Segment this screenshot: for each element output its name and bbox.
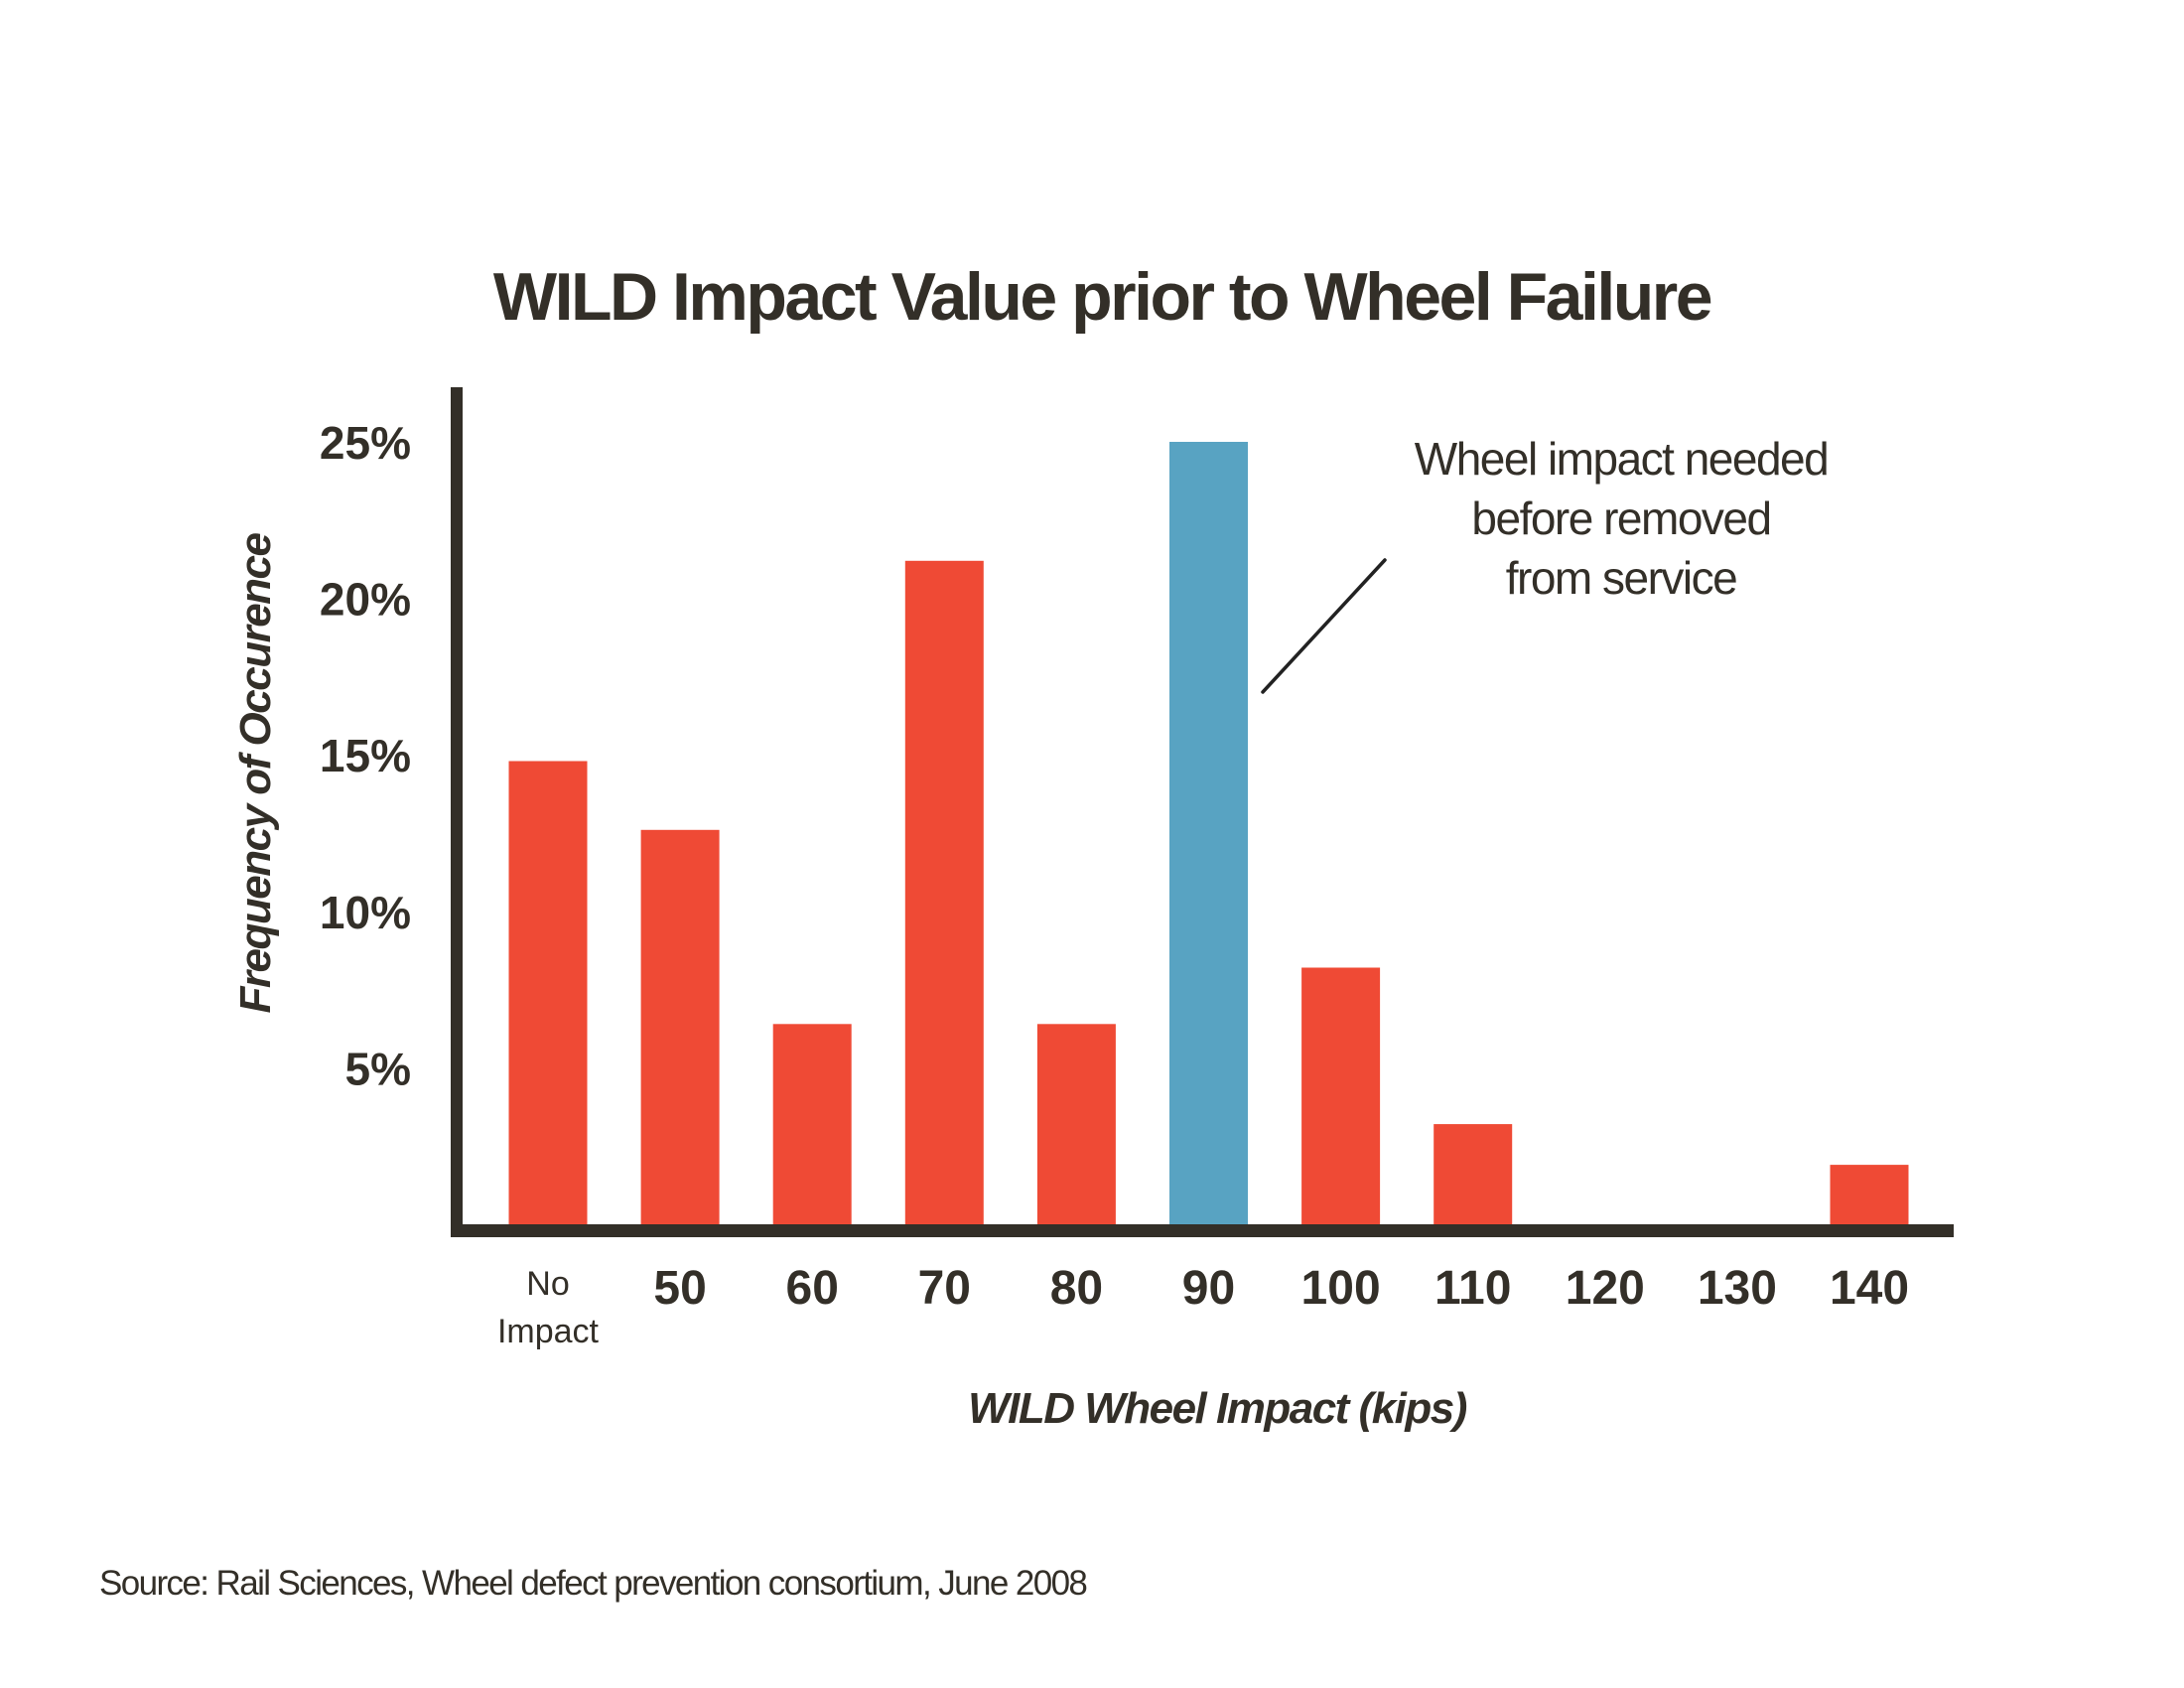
x-tick-label: 70 bbox=[918, 1262, 971, 1315]
source-note: Source: Rail Sciences, Wheel defect prev… bbox=[99, 1564, 1086, 1603]
y-tick-labels: 5% 10% 15% 20% 25% bbox=[320, 417, 411, 1094]
annotation-line-1: Wheel impact needed bbox=[1415, 433, 1828, 485]
x-tick-label: 140 bbox=[1830, 1262, 1909, 1315]
bars bbox=[508, 442, 1909, 1226]
x-tick-label: Impact bbox=[497, 1313, 600, 1350]
x-tick-label: No bbox=[526, 1265, 569, 1303]
bar bbox=[1830, 1165, 1909, 1226]
annotation-leader-line bbox=[1261, 558, 1387, 694]
y-tick-label: 20% bbox=[320, 574, 411, 626]
y-tick-label: 15% bbox=[320, 730, 411, 781]
bar-highlight bbox=[1169, 442, 1248, 1226]
bar bbox=[1036, 1024, 1116, 1226]
bar bbox=[640, 829, 720, 1226]
annotation-line-3: from service bbox=[1506, 552, 1736, 604]
x-tick-label: 90 bbox=[1182, 1262, 1235, 1315]
chart-title: WILD Impact Value prior to Wheel Failure bbox=[493, 259, 1711, 335]
bar bbox=[904, 560, 984, 1226]
y-tick-label: 10% bbox=[320, 887, 411, 938]
bar bbox=[1433, 1124, 1513, 1226]
x-tick-label: 130 bbox=[1698, 1262, 1777, 1315]
y-axis-label: Frequency of Occurence bbox=[231, 533, 280, 1014]
x-tick-label: 50 bbox=[653, 1262, 706, 1315]
x-axis-label: WILD Wheel Impact (kips) bbox=[968, 1384, 1467, 1433]
x-tick-labels: No Impact 50 60 70 80 90 100 110 120 130 140 bbox=[497, 1262, 1909, 1350]
y-tick-label: 25% bbox=[320, 417, 411, 469]
bar bbox=[508, 761, 588, 1226]
x-tick-label: 80 bbox=[1050, 1262, 1103, 1315]
annotation-line-2: before removed bbox=[1471, 492, 1770, 544]
bar bbox=[1301, 967, 1381, 1226]
x-tick-label: 60 bbox=[786, 1262, 839, 1315]
x-tick-label: 120 bbox=[1566, 1262, 1645, 1315]
x-tick-label: 110 bbox=[1434, 1262, 1511, 1315]
x-tick-label: 100 bbox=[1301, 1262, 1381, 1315]
bar bbox=[772, 1024, 852, 1226]
y-tick-label: 5% bbox=[345, 1043, 411, 1094]
